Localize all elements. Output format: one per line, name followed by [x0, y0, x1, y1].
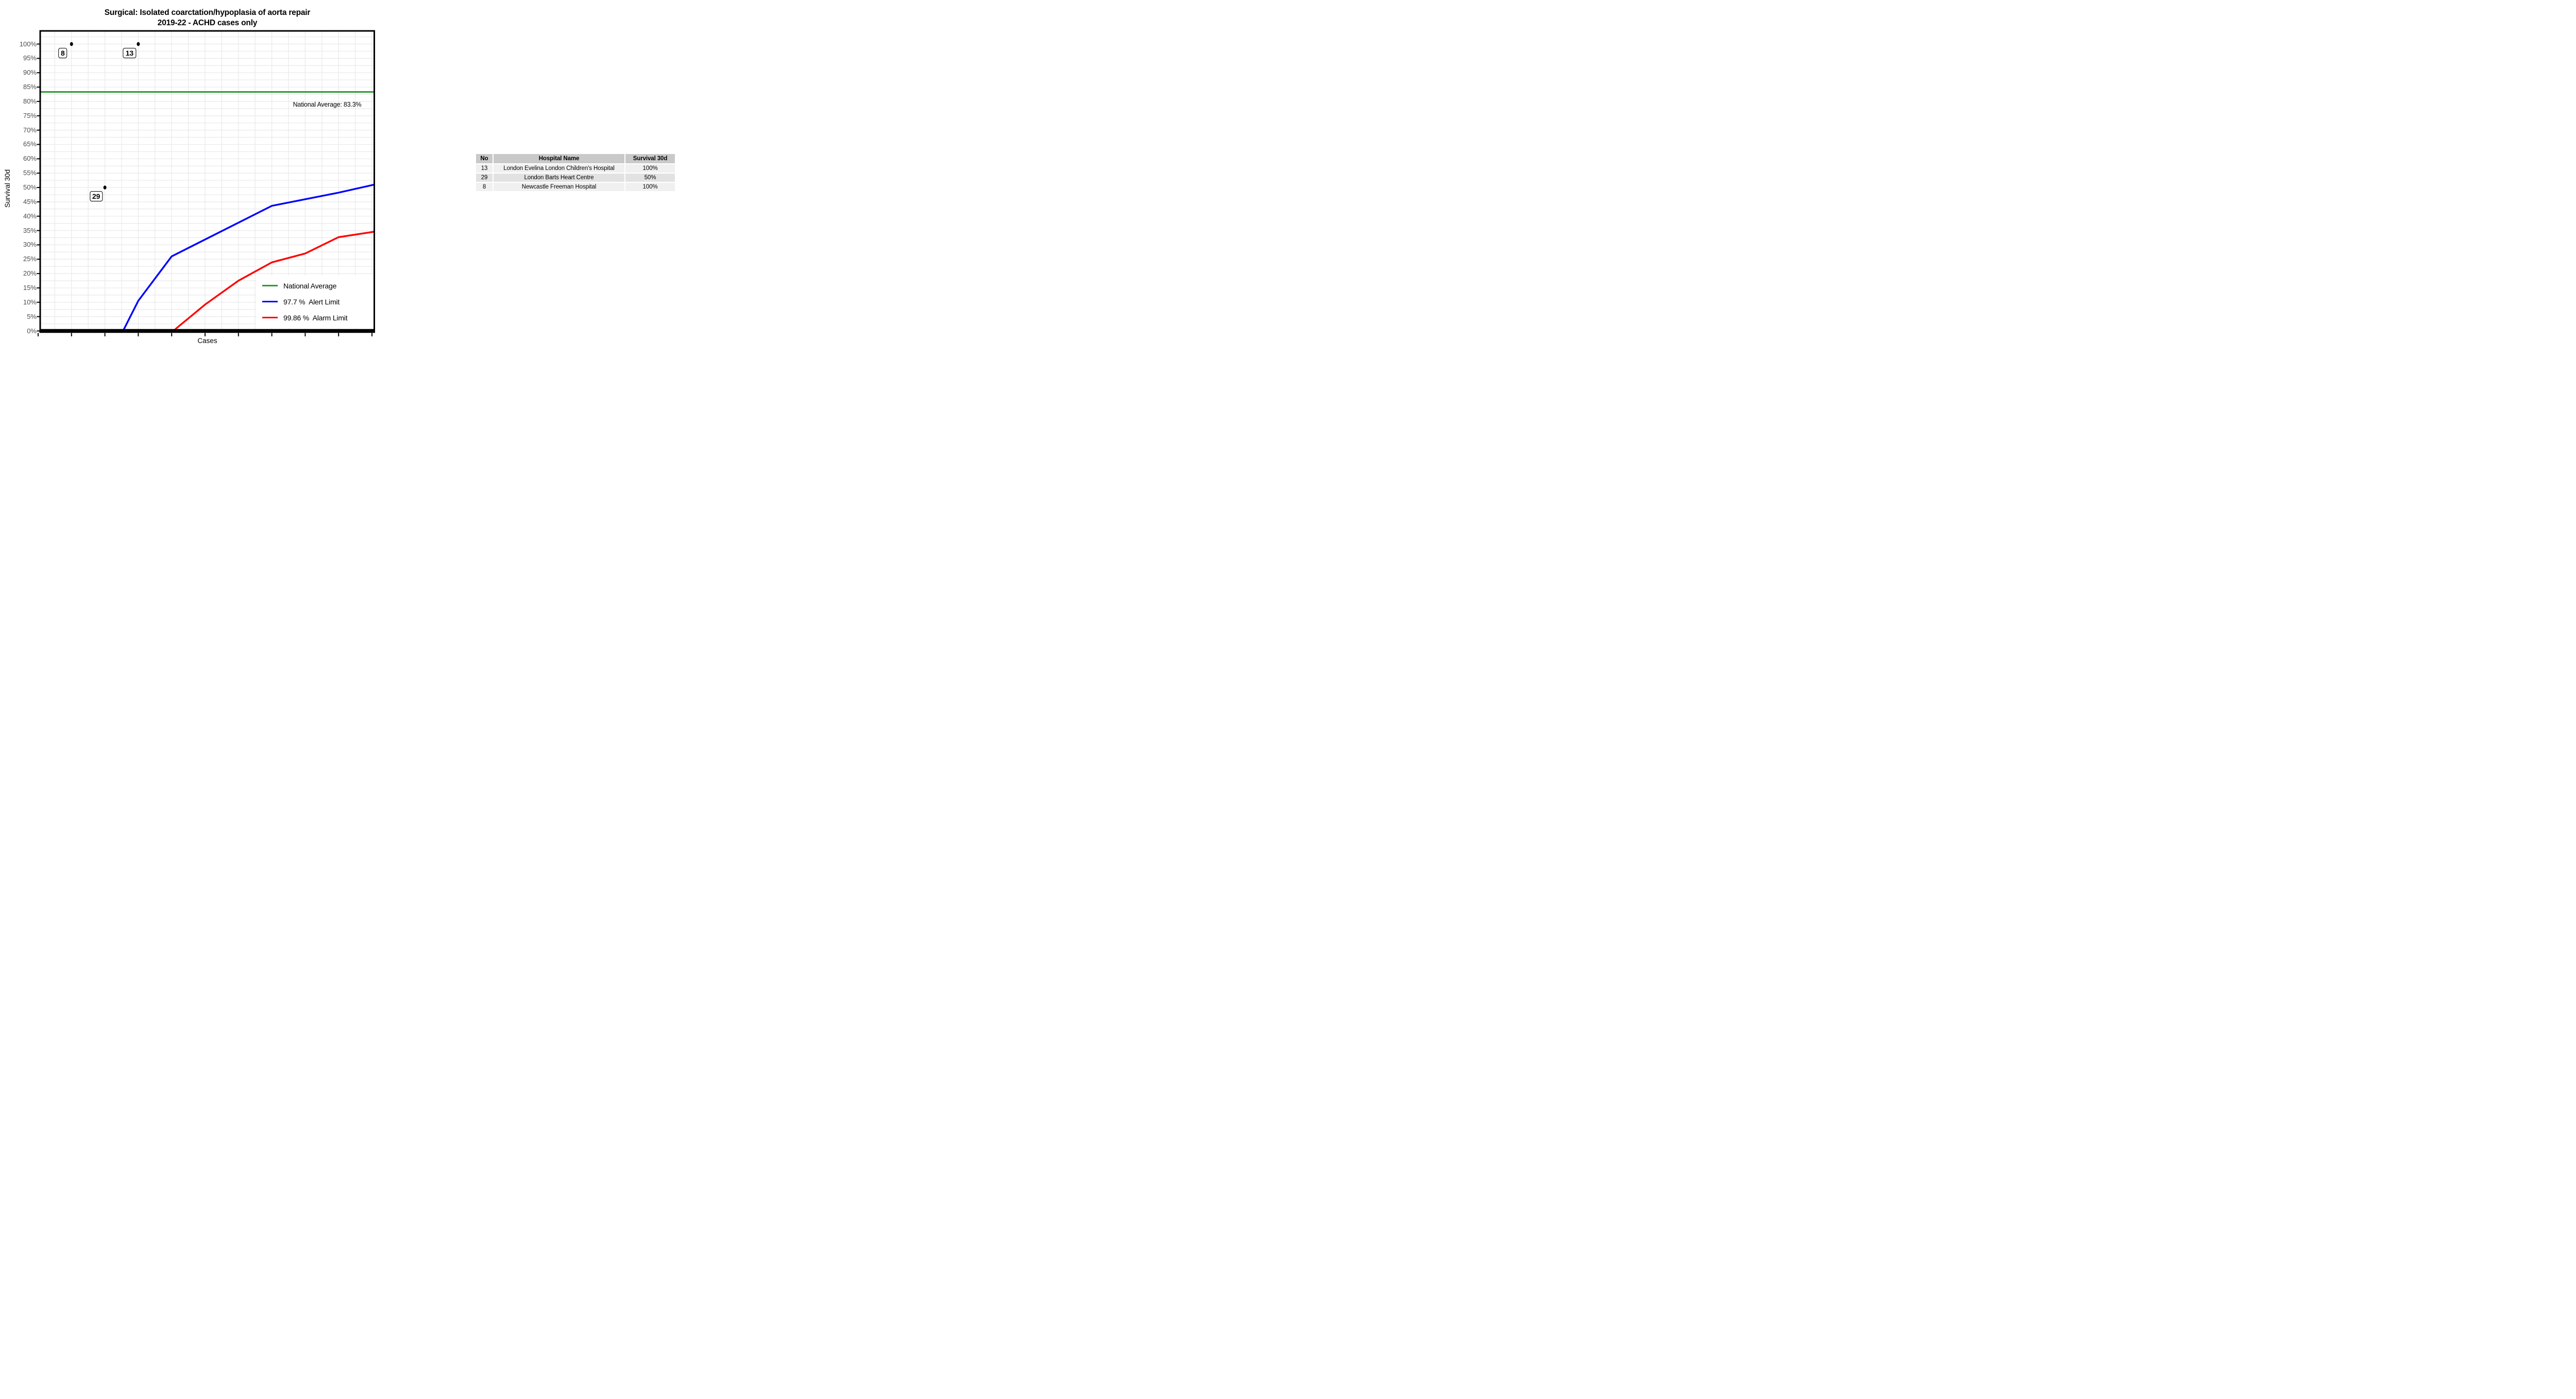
table-cell: 50% — [625, 174, 675, 182]
y-axis-title: Survival 30d — [4, 169, 11, 208]
y-tick-label: 10% — [23, 298, 37, 306]
chart-title: Surgical: Isolated coarctation/hypoplasi… — [40, 8, 375, 28]
national-average-line-swatch — [262, 285, 278, 286]
alarm-limit-line-swatch — [262, 317, 278, 318]
y-tick-label: 80% — [23, 97, 37, 105]
point-label-hospital-13: 13 — [123, 47, 136, 58]
survival-chart-plot — [37, 30, 375, 336]
y-tick-label: 0% — [27, 327, 37, 335]
table-header-hospital: Hospital Name — [494, 154, 624, 163]
table-cell: 100% — [625, 164, 675, 173]
point-label-hospital-29: 29 — [90, 191, 103, 201]
series-lines — [40, 91, 375, 331]
alert-limit-line-swatch — [262, 301, 278, 302]
hospital-points — [70, 42, 140, 190]
y-tick-label: 45% — [23, 197, 37, 206]
97-7-alert-limit-line — [122, 183, 375, 331]
y-tick-label: 70% — [23, 126, 37, 134]
table-header-no: No — [476, 154, 493, 163]
survival-report-page: Surgical: Isolated coarctation/hypoplasi… — [0, 0, 760, 350]
table-row: 8 Newcastle Freeman Hospital 100% — [476, 183, 675, 191]
hospital-point-dot — [70, 42, 73, 46]
axis-ticks — [37, 43, 372, 336]
hospital-results-table: No Hospital Name Survival 30d 13 London E… — [475, 153, 676, 192]
y-tick-label: 75% — [23, 111, 37, 120]
legend-item-national-average: National Average — [256, 278, 374, 294]
chart-legend: National Average 97.7 % Alert Limit 99.8… — [256, 276, 374, 328]
chart-title-line2: 2019-22 - ACHD cases only — [157, 18, 258, 27]
table-cell: 13 — [476, 164, 493, 173]
y-tick-label: 15% — [23, 283, 37, 292]
table-cell: Newcastle Freeman Hospital — [494, 183, 624, 191]
y-tick-label: 40% — [23, 212, 37, 220]
y-tick-label: 50% — [23, 183, 37, 191]
y-tick-label: 95% — [23, 54, 37, 62]
y-tick-label: 30% — [23, 241, 37, 249]
table-cell: 8 — [476, 183, 493, 191]
chart-title-line1: Surgical: Isolated coarctation/hypoplasi… — [104, 8, 311, 17]
point-label-hospital-8: 8 — [58, 47, 67, 58]
x-axis-title: Cases — [197, 337, 217, 345]
y-tick-label: 65% — [23, 140, 37, 148]
table-header: No Hospital Name Survival 30d — [476, 154, 675, 163]
table-cell: London Evelina London Children's Hospita… — [494, 164, 624, 173]
y-tick-label: 55% — [23, 169, 37, 177]
y-tick-label: 35% — [23, 226, 37, 234]
y-tick-label: 100% — [19, 40, 37, 48]
y-tick-label: 60% — [23, 155, 37, 163]
99-86-alarm-limit-line — [172, 231, 375, 331]
y-tick-label: 90% — [23, 69, 37, 77]
legend-item-alarm-limit: 99.86 % Alarm Limit — [256, 310, 374, 326]
table-header-survival: Survival 30d — [625, 154, 675, 163]
legend-label: National Average — [283, 281, 337, 290]
table-row: 13 London Evelina London Children's Hospi… — [476, 164, 675, 173]
y-tick-label: 85% — [23, 83, 37, 91]
y-tick-label: 25% — [23, 255, 37, 263]
table-row: 29 London Barts Heart Centre 50% — [476, 174, 675, 182]
legend-label: 97.7 % Alert Limit — [283, 297, 340, 306]
legend-label: 99.86 % Alarm Limit — [283, 313, 348, 322]
table-cell: 29 — [476, 174, 493, 182]
table-cell: 100% — [625, 183, 675, 191]
y-tick-label: 5% — [27, 312, 37, 320]
legend-item-alert-limit: 97.7 % Alert Limit — [256, 294, 374, 310]
hospital-point-dot — [137, 42, 140, 46]
y-tick-label: 20% — [23, 269, 37, 278]
hospital-point-dot — [103, 185, 107, 190]
national-average-annotation: National Average: 83.3% — [293, 101, 362, 108]
table-cell: London Barts Heart Centre — [494, 174, 624, 182]
